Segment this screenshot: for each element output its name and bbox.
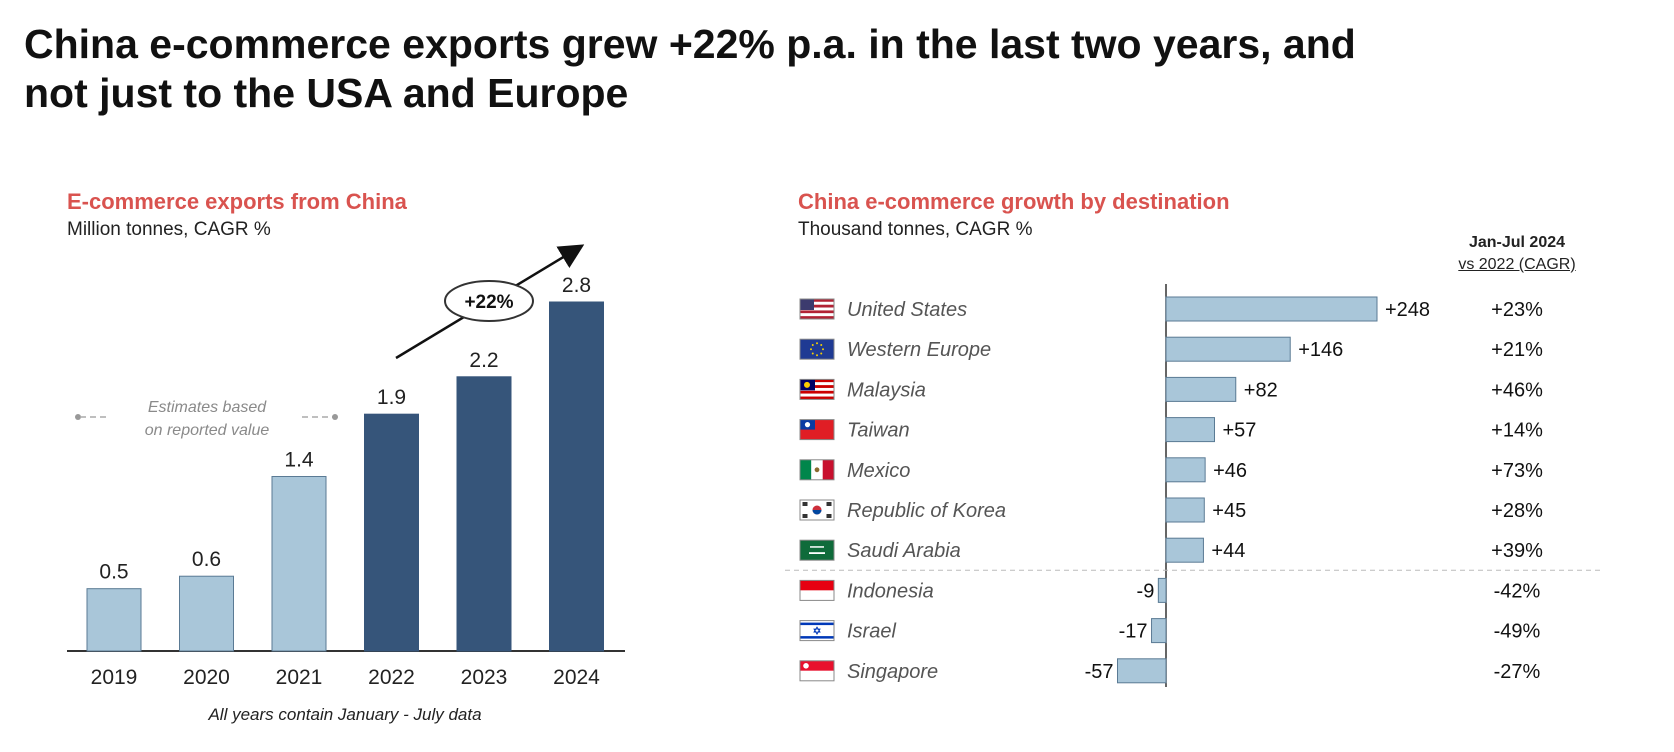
bar-value-label: +44	[1211, 540, 1245, 562]
bar-Singapore	[1117, 658, 1167, 684]
category-label: United States	[847, 299, 967, 321]
bar-Saudi Arabia	[1165, 537, 1204, 563]
cagr-column-header-line-1: Jan-Jul 2024	[1468, 234, 1566, 251]
cagr-value: -27%	[1494, 661, 1541, 683]
cagr-value: +46%	[1491, 379, 1543, 401]
left-chart-subtitle: Million tonnes, CAGR %	[67, 219, 271, 240]
category-label: Malaysia	[847, 379, 926, 401]
cagr-label: +22%	[464, 292, 513, 313]
cagr-value: +14%	[1491, 420, 1543, 442]
cagr-value: +23%	[1491, 299, 1543, 321]
x-tick-label: 2019	[91, 666, 138, 689]
right-chart-title: China e-commerce growth by destination	[798, 189, 1230, 214]
indonesia-flag-icon	[799, 579, 835, 601]
category-label: Singapore	[847, 661, 938, 683]
right-bar-chart: United States +248 +23% Western Europe +146 +…	[785, 284, 1600, 687]
category-label: Republic of Korea	[847, 500, 1006, 522]
bar-value-label: +45	[1212, 500, 1246, 522]
cagr-column-header: Jan-Jul 2024 vs 2022 (CAGR)	[1432, 232, 1602, 276]
bar-2023	[456, 376, 512, 652]
bar-value-label: -17	[1119, 621, 1148, 643]
bar-value-label: +146	[1298, 339, 1343, 361]
category-label: Saudi Arabia	[847, 540, 961, 562]
cagr-value: +28%	[1491, 500, 1543, 522]
category-label: Indonesia	[847, 580, 934, 602]
cagr-value: +21%	[1491, 339, 1543, 361]
bar-value-label: +57	[1222, 420, 1256, 442]
cagr-value: +73%	[1491, 460, 1543, 482]
bar-Israel	[1151, 618, 1167, 644]
footnote: All years contain January - July data	[207, 705, 481, 724]
singapore-flag-icon	[799, 660, 835, 682]
x-tick-label: 2020	[183, 666, 230, 689]
bar-value-label: 2.2	[469, 349, 498, 372]
category-label: Western Europe	[847, 339, 991, 361]
bar-value-label: -9	[1137, 580, 1155, 602]
eu-flag-icon	[799, 338, 835, 360]
cagr-ellipse	[444, 280, 534, 322]
page-title: China e-commerce exports grew +22% p.a. …	[24, 20, 1356, 118]
x-tick-label: 2023	[461, 666, 508, 689]
bar-value-label: 2.8	[562, 274, 591, 297]
mexico-flag-icon	[799, 459, 835, 481]
bar-value-label: 0.5	[99, 561, 128, 584]
cagr-column-header-line-2: vs 2022 (CAGR)	[1458, 256, 1576, 273]
bar-2020	[179, 575, 234, 652]
cagr-value: -49%	[1494, 621, 1541, 643]
category-label: Mexico	[847, 460, 910, 482]
category-label: Israel	[847, 621, 896, 643]
bar-value-label: 1.9	[377, 386, 406, 409]
bar-value-label: +82	[1244, 379, 1278, 401]
page-title-line-2: not just to the USA and Europe	[24, 70, 629, 116]
bar-2022	[364, 413, 419, 652]
bar-Western Europe	[1165, 336, 1291, 362]
x-tick-label: 2022	[368, 666, 415, 689]
estimates-note-line-2: on reported value	[145, 422, 270, 439]
left-bar-chart: 0.5 2019 0.6 2020 1.4 2021 1.9 2022 2.2 2023 2.8 20…	[67, 244, 625, 724]
cagr-value: +39%	[1491, 540, 1543, 562]
bar-Taiwan	[1165, 417, 1215, 443]
bar-Republic of Korea	[1165, 497, 1205, 523]
cagr-value: -42%	[1494, 580, 1541, 602]
bar-value-label: 0.6	[192, 548, 221, 571]
right-chart-subtitle: Thousand tonnes, CAGR %	[798, 219, 1033, 240]
estimate-bracket-right-dot	[332, 414, 338, 420]
us-flag-icon	[799, 298, 835, 320]
bar-value-label: -57	[1085, 661, 1114, 683]
bar-Malaysia	[1165, 376, 1237, 402]
bar-Indonesia	[1157, 577, 1167, 603]
israel-flag-icon	[799, 620, 835, 642]
malaysia-flag-icon	[799, 378, 835, 400]
x-tick-label: 2024	[553, 666, 600, 689]
taiwan-flag-icon	[799, 419, 835, 441]
saudi-arabia-flag-icon	[799, 539, 835, 561]
estimate-bracket-left-dot	[75, 414, 81, 420]
bar-2019	[86, 588, 142, 652]
bar-value-label: +248	[1385, 299, 1430, 321]
bar-United States	[1165, 296, 1378, 322]
estimates-note-line-1: Estimates based	[148, 399, 267, 416]
bar-Mexico	[1165, 457, 1206, 483]
bar-value-label: +46	[1213, 460, 1247, 482]
x-tick-label: 2021	[276, 666, 323, 689]
bar-2021	[271, 476, 327, 652]
page-title-line-1: China e-commerce exports grew +22% p.a. …	[24, 21, 1356, 67]
left-chart-title: E-commerce exports from China	[67, 189, 407, 214]
category-label: Taiwan	[847, 420, 910, 442]
bar-2024	[549, 301, 604, 652]
bar-value-label: 1.4	[284, 449, 314, 472]
korea-flag-icon	[799, 499, 835, 521]
